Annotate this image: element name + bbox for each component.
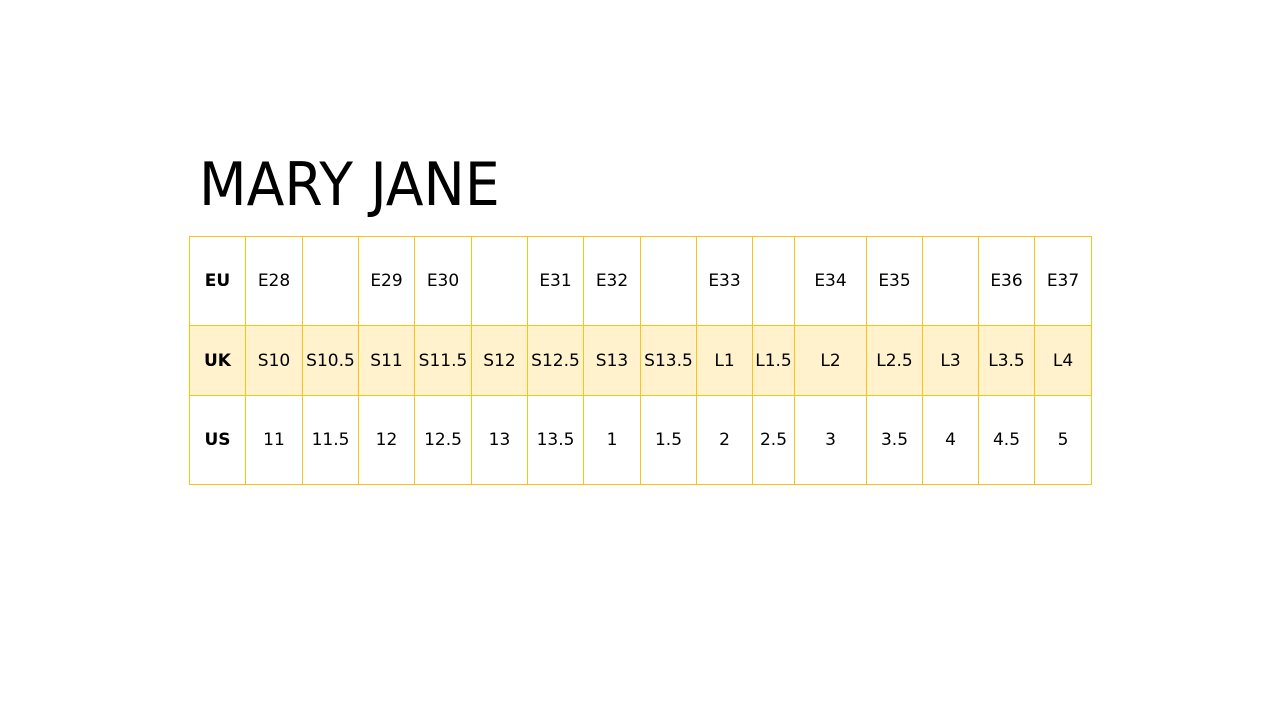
size-cell: E36 <box>978 236 1035 326</box>
size-cell: E30 <box>414 236 472 326</box>
size-cell: 4.5 <box>978 395 1035 485</box>
size-cell: L2.5 <box>866 325 923 396</box>
row-header: US <box>189 395 246 485</box>
table-row-uk: UK S10 S10.5 S11 S11.5 S12 S12.5 S13 S13.5 L1 L1.5… <box>189 325 1092 396</box>
size-cell: 13.5 <box>527 395 584 485</box>
size-cell: L1.5 <box>752 325 795 396</box>
row-header: EU <box>189 236 246 326</box>
size-cell: 11 <box>245 395 303 485</box>
size-cell: L4 <box>1034 325 1092 396</box>
size-cell <box>302 236 359 326</box>
size-cell: 2 <box>696 395 753 485</box>
size-cell: 4 <box>922 395 979 485</box>
size-cell: 13 <box>471 395 528 485</box>
size-cell: E35 <box>866 236 923 326</box>
size-cell: L3 <box>922 325 979 396</box>
size-cell: 12.5 <box>414 395 472 485</box>
size-cell: S13.5 <box>640 325 697 396</box>
size-cell: 11.5 <box>302 395 359 485</box>
size-chart-table: EU E28 E29 E30 E31 E32 E33 E34 E35 E36 E37 UK S10 S10… <box>189 236 1092 485</box>
size-cell: S10 <box>245 325 303 396</box>
size-cell: L1 <box>696 325 753 396</box>
size-cell: E31 <box>527 236 584 326</box>
size-cell: S11.5 <box>414 325 472 396</box>
size-cell: S10.5 <box>302 325 359 396</box>
size-cell: 1.5 <box>640 395 697 485</box>
size-cell: E32 <box>583 236 641 326</box>
size-cell: 12 <box>358 395 415 485</box>
size-cell: E33 <box>696 236 753 326</box>
size-cell: E29 <box>358 236 415 326</box>
size-cell: 3.5 <box>866 395 923 485</box>
size-cell: S12 <box>471 325 528 396</box>
size-cell: E37 <box>1034 236 1092 326</box>
size-cell: S13 <box>583 325 641 396</box>
row-header: UK <box>189 325 246 396</box>
size-cell: E28 <box>245 236 303 326</box>
size-cell: L2 <box>794 325 867 396</box>
page-title: MARY JANE <box>199 150 500 220</box>
size-cell <box>922 236 979 326</box>
size-cell: 1 <box>583 395 641 485</box>
size-cell: L3.5 <box>978 325 1035 396</box>
size-cell: 3 <box>794 395 867 485</box>
size-cell: 2.5 <box>752 395 795 485</box>
table-row-eu: EU E28 E29 E30 E31 E32 E33 E34 E35 E36 E37 <box>189 236 1092 326</box>
size-cell: S12.5 <box>527 325 584 396</box>
size-cell: S11 <box>358 325 415 396</box>
size-cell <box>471 236 528 326</box>
size-cell: E34 <box>794 236 867 326</box>
size-cell <box>752 236 795 326</box>
size-cell <box>640 236 697 326</box>
size-cell: 5 <box>1034 395 1092 485</box>
table-row-us: US 11 11.5 12 12.5 13 13.5 1 1.5 2 2.5 3 3.5 4 4.5 5 <box>189 395 1092 485</box>
